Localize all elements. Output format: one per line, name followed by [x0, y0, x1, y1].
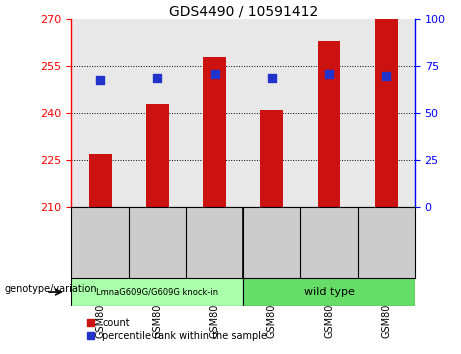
Bar — [260, 110, 283, 207]
Bar — [243, 278, 415, 306]
Bar — [203, 57, 226, 207]
Bar — [71, 278, 243, 306]
Title: GDS4490 / 10591412: GDS4490 / 10591412 — [169, 4, 318, 18]
Point — [268, 75, 276, 80]
Point — [96, 77, 104, 82]
Bar — [89, 154, 112, 207]
Bar — [318, 41, 341, 207]
Point — [154, 75, 161, 80]
Point — [383, 73, 390, 79]
Legend: count, percentile rank within the sample: count, percentile rank within the sample — [86, 317, 268, 342]
Text: wild type: wild type — [304, 287, 355, 297]
Text: genotype/variation: genotype/variation — [5, 284, 97, 293]
Point — [325, 71, 333, 77]
Text: LmnaG609G/G609G knock-in: LmnaG609G/G609G knock-in — [96, 287, 219, 297]
Point — [211, 71, 218, 77]
Bar — [375, 19, 398, 207]
Bar — [146, 104, 169, 207]
